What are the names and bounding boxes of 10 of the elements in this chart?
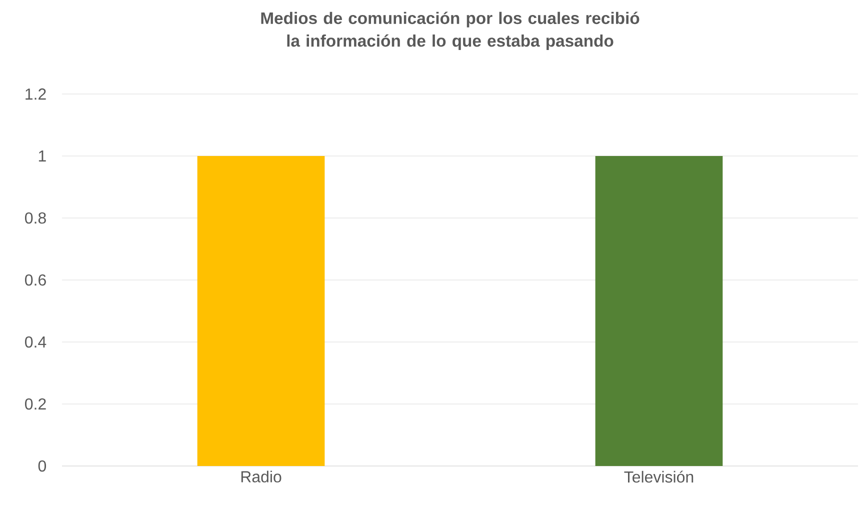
y-tick-label: 0.8: [25, 212, 46, 224]
y-tick-label: 0.6: [25, 274, 46, 286]
x-tick-label: Televisión: [624, 470, 694, 483]
chart-title: Medios de comunicación por los cuales recibió la información de lo que estaba pasando: [261, 12, 640, 50]
y-tick-label: 0: [38, 460, 46, 472]
y-tick-label: 0.4: [25, 336, 46, 348]
y-tick-label: 1.2: [26, 88, 46, 100]
y-tick-label: 0.2: [25, 398, 46, 410]
x-tick-label: Radio: [241, 470, 282, 482]
y-tick-label: 1: [38, 150, 46, 162]
